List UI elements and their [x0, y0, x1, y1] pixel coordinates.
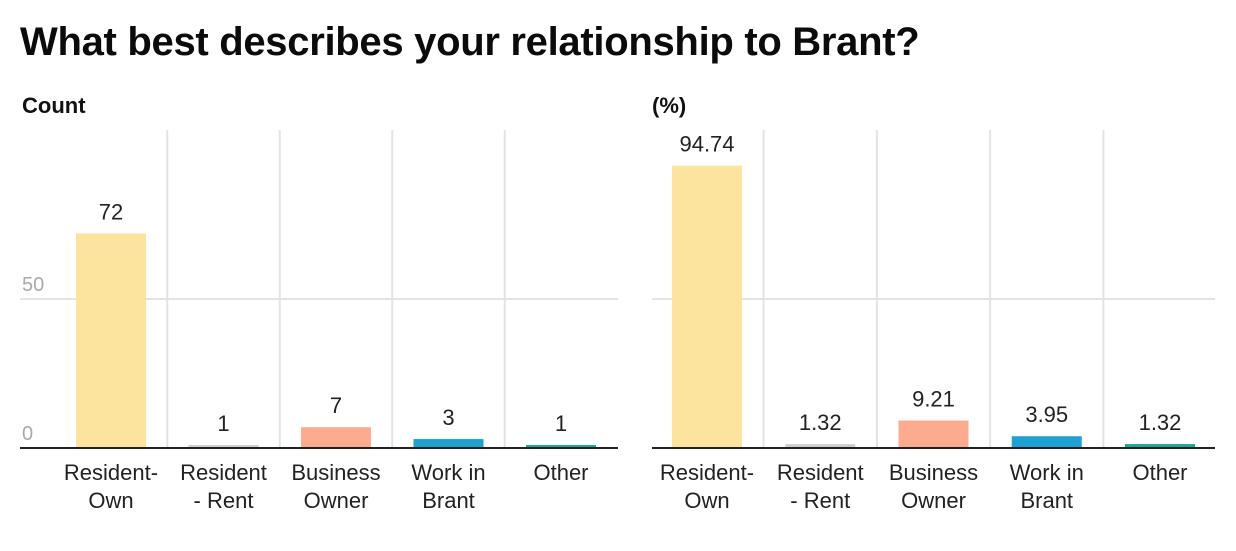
bar-value-label: 3 [442, 405, 454, 430]
panel-percent: (%) 94.74 Resident-Own 1.32 Resident - Rent 9.… [652, 93, 1215, 513]
category-label: Work in Brant [411, 460, 485, 513]
category-label: Other [533, 460, 588, 485]
chart-title: What best describes your relationship to… [20, 20, 920, 64]
category-label: Resident-Own [660, 460, 754, 513]
bar-value-label: 1.32 [1139, 410, 1182, 435]
bar-value-label: 9.21 [912, 387, 955, 412]
bar [785, 444, 856, 448]
bar [898, 420, 969, 448]
bar [672, 165, 742, 448]
category-label: Resident-Own [64, 460, 158, 513]
category-label: Work in Brant [1010, 460, 1084, 513]
y-tick-label: 0 [22, 423, 33, 445]
category-label: Resident - Rent [777, 460, 864, 513]
y-tick-label: 50 [22, 274, 44, 296]
y-axis-title: (%) [652, 93, 686, 118]
category-label: Business Owner [889, 460, 978, 513]
bar [526, 445, 596, 448]
bar-value-label: 1.32 [799, 410, 842, 435]
bar [301, 427, 371, 448]
bar [1125, 444, 1195, 448]
y-axis-title: Count [22, 93, 86, 118]
bar [1011, 436, 1082, 448]
bar [413, 439, 484, 448]
category-label: Business Owner [291, 460, 380, 513]
bar [76, 233, 146, 448]
category-label: Other [1132, 460, 1187, 485]
bar-value-label: 1 [555, 411, 567, 436]
bar-value-label: 94.74 [679, 132, 734, 157]
panel-count: Count 0 50 72 Resident-Own 1 Resident - Rent 7 Bu… [20, 93, 618, 513]
bar-value-label: 7 [330, 393, 342, 418]
bar-value-label: 3.95 [1025, 402, 1068, 427]
bar [188, 445, 259, 448]
bar-value-label: 1 [217, 411, 229, 436]
bar-value-label: 72 [99, 199, 123, 224]
category-label: Resident - Rent [180, 460, 267, 513]
